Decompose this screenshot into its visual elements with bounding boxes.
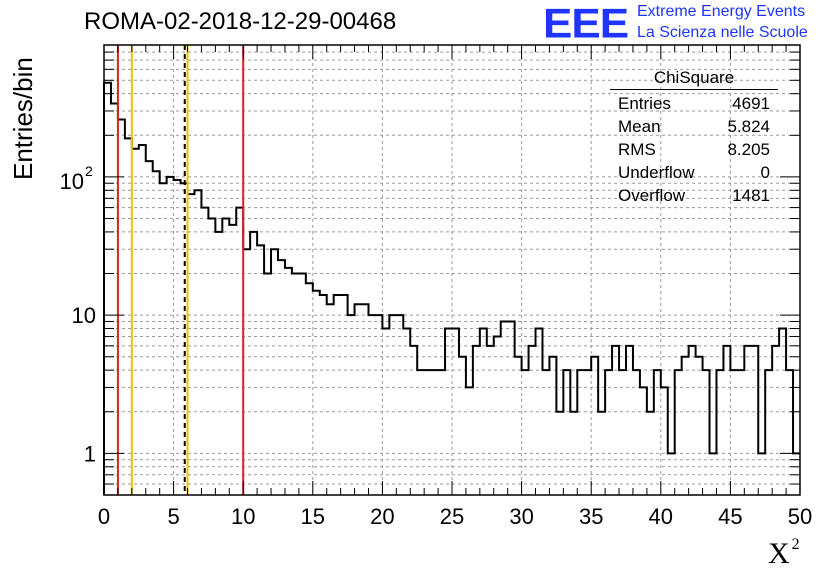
y-tick-label-exponent: 2 [85, 163, 93, 179]
y-axis-label: Entries/bin [8, 57, 38, 180]
x-axis-label-text: X [768, 537, 790, 570]
x-tick-label: 20 [370, 504, 394, 529]
x-tick-label: 25 [440, 504, 464, 529]
stats-row-rms: RMS 8.205 [610, 138, 778, 161]
stats-label: RMS [618, 140, 656, 159]
stats-value: 4691 [732, 94, 770, 113]
stats-row-underflow: Underflow 0 [610, 161, 778, 184]
stats-row-entries: Entries 4691 [610, 92, 778, 115]
stats-row-mean: Mean 5.824 [610, 115, 778, 138]
chart-title: ROMA-02-2018-12-29-00468 [84, 8, 397, 35]
histogram-step-line [103, 81, 800, 495]
x-tick-label: 40 [649, 504, 673, 529]
stats-box: ChiSquare Entries 4691 Mean 5.824 RMS 8.205… [610, 68, 778, 207]
eee-logo: EEE [543, 0, 629, 47]
x-tick-label: 45 [718, 504, 742, 529]
logo-line-2: La Scienza nelle Scuole [637, 24, 808, 41]
axis-ticks [103, 44, 801, 496]
stats-label: Entries [618, 94, 671, 113]
y-tick-label: 10 [72, 303, 96, 328]
x-tick-label: 5 [167, 504, 179, 529]
logo-line-1: Extreme Energy Events [637, 3, 806, 20]
stats-value: 5.824 [727, 117, 770, 136]
stats-value: 1481 [732, 186, 770, 205]
stats-row-overflow: Overflow 1481 [610, 184, 778, 207]
x-axis-label-superscript: 2 [791, 536, 800, 553]
stats-label: Overflow [618, 186, 686, 205]
stats-label: Underflow [618, 163, 695, 182]
y-tick-label: 10 [60, 169, 84, 194]
x-tick-label: 15 [301, 504, 325, 529]
x-tick-label: 35 [579, 504, 603, 529]
stats-value: 8.205 [727, 140, 770, 159]
stats-name: ChiSquare [610, 68, 778, 90]
histogram-series [103, 81, 800, 495]
x-tick-label: 50 [788, 504, 812, 529]
stats-label: Mean [618, 117, 661, 136]
x-tick-label: 10 [231, 504, 255, 529]
stats-value: 0 [760, 163, 770, 182]
x-tick-label: 0 [98, 504, 110, 529]
x-tick-label: 30 [509, 504, 533, 529]
y-tick-label: 1 [84, 441, 96, 466]
reference-lines [116, 45, 245, 495]
